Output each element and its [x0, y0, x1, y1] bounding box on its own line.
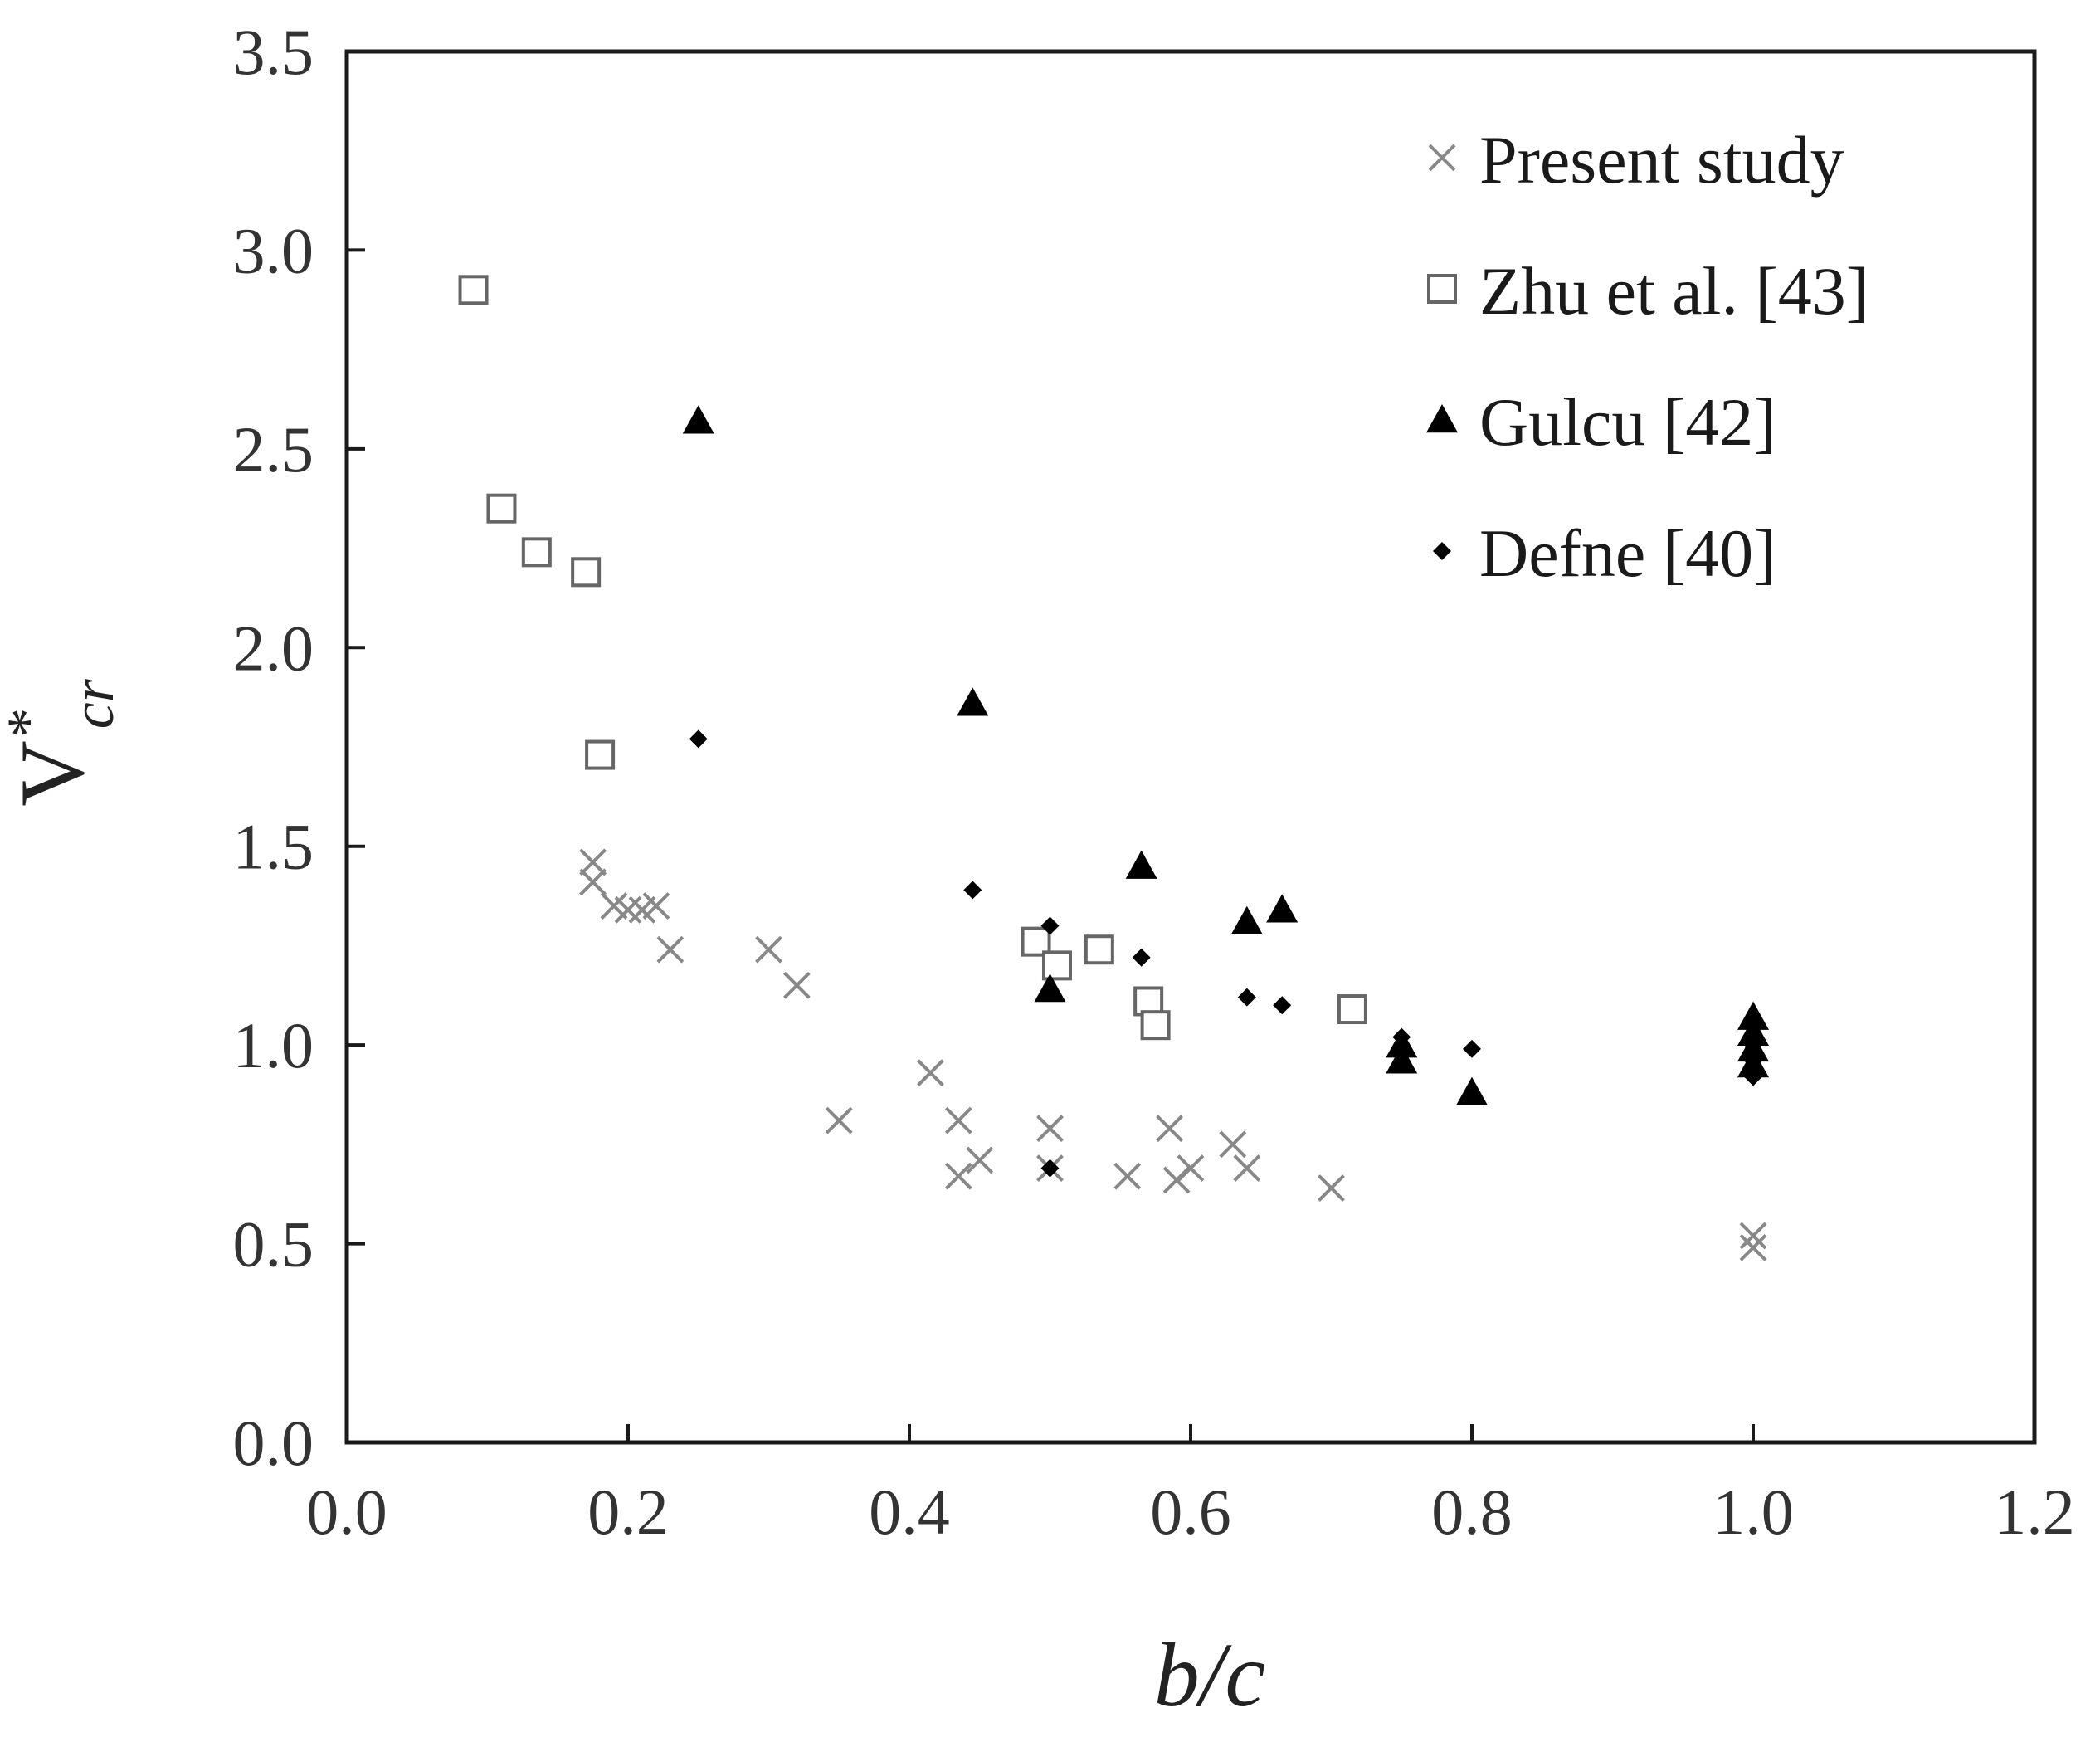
- present-study-point: [825, 1106, 853, 1134]
- axes: 0.0 0.2 0.4 0.6 0.8 1.0 1.2 0.0 0.5 1.0 1.5 2.0 2.5 3…: [233, 16, 2075, 1548]
- y-axis-title-superscript: *: [0, 710, 61, 740]
- x-tick-label: 1.2: [1994, 1476, 2075, 1548]
- y-tick-label: 1.0: [233, 1009, 314, 1081]
- legend-item: Gulcu [42]: [1426, 384, 1776, 460]
- y-tick-label: 1.5: [233, 811, 314, 883]
- legend: Present study Zhu et al. [43] Gulcu [42] De…: [1426, 122, 1869, 591]
- present-study-point: [755, 935, 782, 964]
- present-study-point: [614, 895, 642, 924]
- legend-diamond-marker: [1433, 542, 1451, 560]
- gulcu-point: [682, 405, 714, 434]
- defne-point: [689, 729, 708, 749]
- zhu-point: [1084, 934, 1114, 965]
- zhu-point: [1041, 950, 1072, 981]
- x-axis-title: b/c: [1154, 1624, 1265, 1725]
- present-study-point: [966, 1146, 994, 1174]
- y-tick-label: 3.0: [233, 214, 314, 286]
- zhu-point: [458, 275, 489, 305]
- legend-item: Present study: [1428, 122, 1844, 198]
- present-study-point: [944, 1106, 972, 1134]
- zhu-point: [1021, 926, 1051, 957]
- present-study-point: [579, 848, 607, 876]
- present-study-point: [1233, 1154, 1261, 1183]
- legend-label: Gulcu [42]: [1479, 384, 1776, 460]
- defne-point: [963, 881, 982, 900]
- y-axis-title-main: V: [2, 740, 103, 806]
- present-study-point: [1177, 1154, 1205, 1183]
- defne-point: [1744, 1036, 1762, 1055]
- present-study-point: [782, 971, 811, 999]
- present-study-point: [656, 935, 685, 964]
- gulcu-point: [1737, 1001, 1769, 1030]
- zhu-point: [571, 557, 602, 588]
- legend-cross-marker: [1428, 144, 1456, 172]
- x-tick-label: 0.8: [1431, 1476, 1513, 1548]
- y-tick-label: 0.0: [233, 1407, 314, 1479]
- gulcu-point: [957, 687, 989, 716]
- present-study-point: [1113, 1162, 1142, 1190]
- defne-point: [1463, 1039, 1481, 1058]
- legend-label: Defne [40]: [1479, 515, 1776, 591]
- defne-point: [1744, 1052, 1762, 1071]
- legend-triangle-marker: [1426, 404, 1458, 433]
- present-study-point: [1318, 1174, 1345, 1202]
- data-marks: [458, 275, 1769, 1261]
- x-tick-label: 0.0: [306, 1476, 387, 1548]
- legend-item: Defne [40]: [1433, 515, 1776, 591]
- zhu-point: [1140, 1010, 1171, 1041]
- present-study-point: [1739, 1222, 1767, 1250]
- gulcu-point: [1737, 1017, 1769, 1046]
- zhu-point: [486, 493, 517, 524]
- zhu-point: [521, 537, 552, 568]
- gulcu-point: [1456, 1076, 1488, 1105]
- y-axis-title-subscript: cr: [60, 678, 126, 729]
- present-study-point: [1219, 1130, 1247, 1159]
- defne-point: [1040, 1159, 1060, 1178]
- series-diamond: [689, 729, 1762, 1178]
- x-tick-label: 0.6: [1150, 1476, 1231, 1548]
- zhu-point: [1337, 994, 1367, 1025]
- y-tick-label: 0.5: [233, 1208, 314, 1281]
- x-tick-label: 1.0: [1713, 1476, 1794, 1548]
- gulcu-point: [1125, 850, 1157, 879]
- defne-point: [1132, 948, 1151, 967]
- legend-label: Present study: [1479, 122, 1844, 198]
- y-axis-title: V*cr: [0, 678, 126, 806]
- legend-label: Zhu et al. [43]: [1479, 253, 1869, 329]
- defne-point: [1040, 916, 1060, 935]
- present-study-point: [579, 868, 607, 896]
- gulcu-point: [1034, 973, 1066, 1003]
- y-tick-label: 3.5: [233, 16, 314, 88]
- gulcu-point: [1230, 905, 1263, 934]
- defne-point: [1744, 1067, 1762, 1086]
- present-study-point: [642, 892, 670, 920]
- present-study-point: [1739, 1233, 1767, 1261]
- y-tick-label: 2.5: [233, 413, 314, 486]
- y-tick-label: 2.0: [233, 612, 314, 684]
- legend-item: Zhu et al. [43]: [1427, 253, 1869, 329]
- present-study-point: [917, 1059, 944, 1087]
- present-study-point: [944, 1162, 972, 1190]
- defne-point: [1392, 1027, 1411, 1047]
- zhu-point: [585, 739, 616, 770]
- present-study-point: [1036, 1115, 1064, 1143]
- x-tick-label: 0.2: [587, 1476, 669, 1548]
- legend-square-marker: [1427, 274, 1457, 304]
- x-tick-label: 0.4: [869, 1476, 950, 1548]
- gulcu-point: [1386, 1045, 1418, 1074]
- gulcu-point: [1266, 894, 1298, 923]
- series-square: [458, 275, 1367, 1041]
- present-study-point: [1156, 1115, 1183, 1143]
- defne-point: [1273, 996, 1292, 1015]
- defne-point: [1237, 988, 1256, 1007]
